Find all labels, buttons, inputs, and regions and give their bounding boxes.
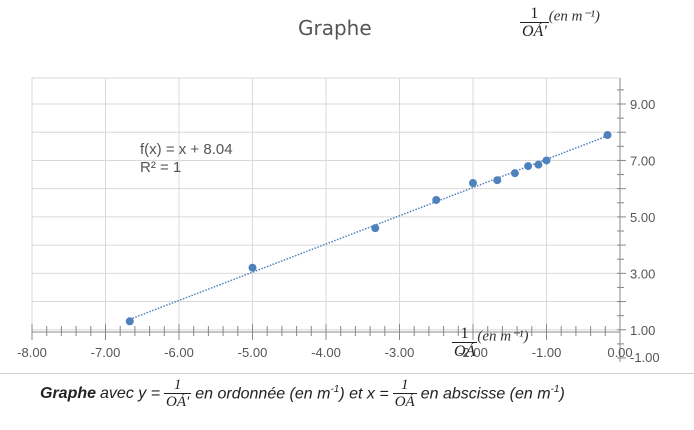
data-point — [125, 317, 134, 326]
caption-part-3: ) et x = — [339, 385, 389, 403]
x-axis-fraction-denominator: OÁ — [452, 342, 478, 360]
caption-part-5: ) — [559, 385, 565, 403]
x-tick-label: -5.00 — [238, 345, 268, 360]
data-point — [510, 169, 519, 178]
y-axis-fraction-denominator: OÁ' — [520, 22, 549, 40]
caption-part-1: avec y = — [100, 385, 161, 402]
data-point — [493, 176, 502, 185]
y-tick-label: 1.00 — [630, 323, 655, 338]
caption-fraction-y-numerator: 1 — [173, 377, 182, 393]
y-tick-label: 5.00 — [630, 210, 655, 225]
trendline-equation-box: f(x) = x + 8.04 R² = 1 — [140, 141, 233, 177]
y-tick-label: 3.00 — [630, 266, 655, 281]
trendline-equation: f(x) = x + 8.04 — [140, 141, 233, 158]
caption-fraction-y-denominator: OÁ' — [164, 393, 192, 410]
chart-title: Graphe — [298, 16, 372, 40]
trendline-r2: R² = 1 — [140, 159, 182, 176]
y-axis-fraction: 1 OÁ' — [520, 6, 549, 40]
caption-fraction-x-numerator: 1 — [400, 377, 409, 393]
x-tick-label: -8.00 — [17, 345, 47, 360]
data-point — [469, 179, 477, 188]
caption-divider — [0, 373, 694, 374]
x-axis-fraction-numerator: 1 — [460, 325, 469, 342]
caption-part-2-text: en ordonnée (en m — [195, 385, 331, 403]
x-axis-label: 1 OÁ (en m⁻¹) — [452, 326, 528, 360]
data-point — [248, 263, 257, 272]
y-tick-label: 9.00 — [630, 97, 655, 112]
y-axis-label: 1 OÁ' (en m⁻¹) — [520, 6, 600, 40]
data-point — [534, 160, 543, 169]
caption-bold: Graphe — [40, 385, 97, 402]
x-tick-label: -7.00 — [91, 345, 121, 360]
x-tick-label: -4.00 — [311, 345, 341, 360]
caption-part-2-sup: -1 — [330, 384, 340, 396]
y-tick-label: 7.00 — [630, 153, 655, 168]
x-axis-unit: (en m⁻¹) — [477, 328, 529, 345]
caption-part-4: en abscisse (en m-1) — [421, 384, 565, 403]
caption-fraction-x: 1 OÁ — [392, 377, 417, 410]
x-tick-label: -3.00 — [385, 345, 415, 360]
x-tick-label: -2.00 — [458, 345, 488, 360]
data-point — [542, 156, 551, 165]
x-tick-label: 0.00 — [607, 345, 632, 360]
caption-part-2: en ordonnée (en m-1) et x = — [195, 384, 388, 403]
x-tick-label: -1.00 — [532, 345, 562, 360]
y-tick-label-extra: -1.00 — [630, 350, 660, 365]
data-point — [603, 131, 612, 140]
y-axis-unit: (en m⁻¹) — [548, 8, 600, 25]
data-point — [524, 162, 533, 171]
caption-part-4-sup: -1 — [550, 384, 560, 396]
x-tick-label: -6.00 — [164, 345, 194, 360]
y-axis-fraction-numerator: 1 — [530, 5, 539, 22]
caption-fraction-x-denominator: OÁ — [392, 393, 417, 410]
caption-part-4-text: en abscisse (en m — [420, 385, 551, 403]
data-point — [432, 195, 441, 204]
figure-caption: Graphe avec y = 1 OÁ' en ordonnée (en m-… — [40, 378, 565, 410]
caption-fraction-y: 1 OÁ' — [164, 377, 192, 410]
data-point — [371, 224, 380, 233]
x-axis-fraction: 1 OÁ — [452, 325, 478, 360]
